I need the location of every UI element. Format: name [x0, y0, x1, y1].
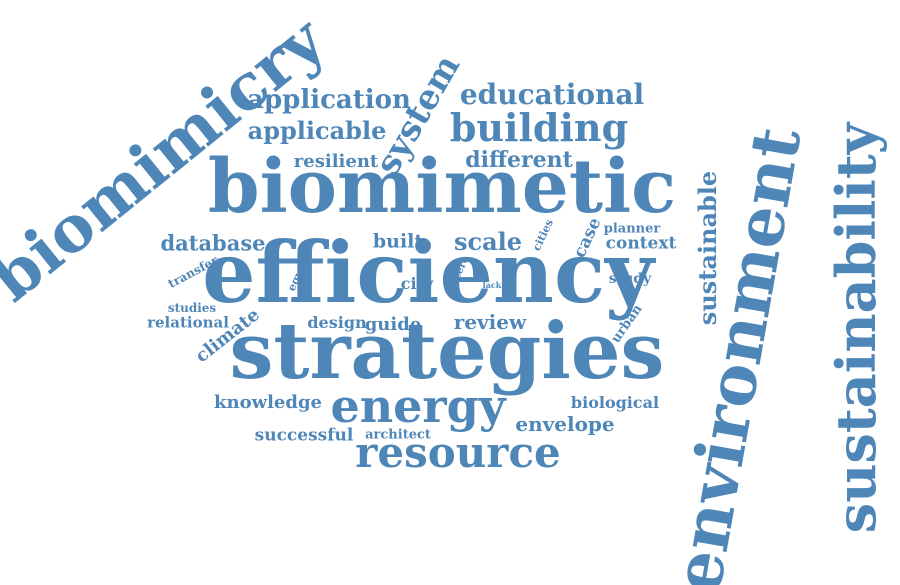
word-guide: guide [364, 314, 422, 335]
word-study: study [608, 271, 652, 287]
word-context: context [605, 233, 677, 254]
word-building: building [449, 105, 629, 150]
word-city: city [400, 274, 434, 293]
word-design: design [307, 313, 367, 332]
word-biological: biological [570, 393, 660, 412]
word-sustainable: sustainable [693, 170, 722, 326]
word-sustainability: sustainability [824, 122, 888, 534]
word-different: different [465, 147, 573, 173]
word-applicable: applicable [247, 116, 387, 145]
word-relational: relational [147, 313, 229, 332]
word-lack: lack [482, 280, 502, 290]
word-educational: educational [459, 78, 645, 111]
word-energy: energy [330, 379, 506, 433]
word-efficiency: efficiency [202, 223, 654, 322]
word-knowledge: knowledge [214, 392, 322, 413]
word-resilient: resilient [293, 151, 379, 172]
word-envelope: envelope [515, 412, 615, 436]
word-scale: scale [453, 227, 523, 256]
word-resource: resource [355, 428, 561, 477]
word-review: review [453, 310, 527, 334]
word-strategies: strategies [229, 306, 665, 397]
word-application: application [247, 85, 411, 115]
word-built: built [372, 230, 424, 253]
word-environment: environment [657, 121, 817, 585]
word-successful: successful [254, 425, 354, 446]
word-planner: planner [603, 221, 661, 237]
word-architect: architect [365, 427, 431, 443]
word-biomimetic: biomimetic [207, 144, 677, 230]
word-database: database [160, 230, 266, 256]
word-studies: studies [167, 301, 217, 315]
